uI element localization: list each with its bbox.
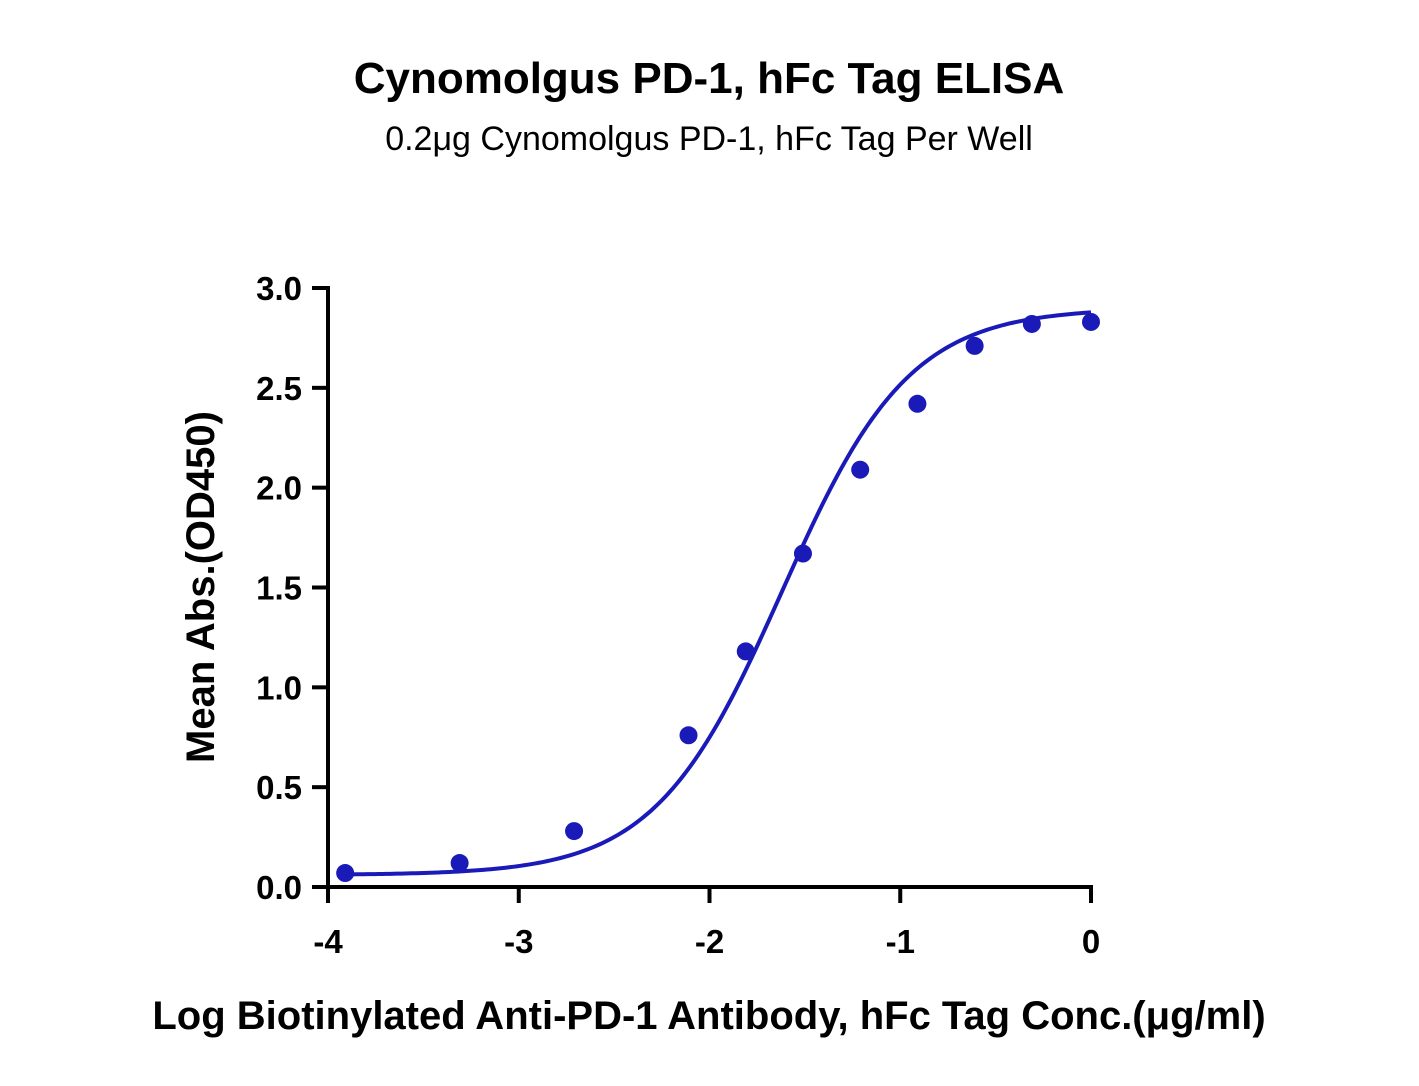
y-tick-label: 2.5 bbox=[256, 370, 302, 407]
x-axis-label: Log Biotinylated Anti-PD-1 Antibody, hFc… bbox=[152, 994, 1265, 1038]
data-point bbox=[908, 394, 927, 413]
x-tick-label: -4 bbox=[313, 923, 343, 960]
x-tick-label: 0 bbox=[1082, 923, 1100, 960]
y-tick-label: 1.5 bbox=[256, 570, 302, 607]
chart-subtitle: 0.2μg Cynomolgus PD-1, hFc Tag Per Well bbox=[385, 120, 1033, 158]
y-axis-label: Mean Abs.(OD450) bbox=[179, 411, 223, 763]
y-tick-label: 0.5 bbox=[256, 769, 302, 806]
chart-title: Cynomolgus PD-1, hFc Tag ELISA bbox=[354, 54, 1065, 103]
y-tick-label: 1.0 bbox=[256, 669, 302, 706]
x-tick-label: -1 bbox=[886, 923, 915, 960]
data-point bbox=[851, 460, 870, 479]
data-point bbox=[679, 726, 698, 745]
x-axis: -4 -3 -2 -1 0 bbox=[313, 885, 1100, 960]
x-tick-label: -3 bbox=[504, 923, 533, 960]
data-point bbox=[965, 336, 984, 355]
data-point bbox=[736, 642, 755, 661]
y-tick-label: 3.0 bbox=[256, 270, 302, 307]
x-tick-label: -2 bbox=[695, 923, 724, 960]
data-point bbox=[336, 864, 355, 883]
data-point bbox=[565, 822, 584, 841]
fit-curve bbox=[345, 310, 1092, 877]
y-tick-label: 0.0 bbox=[256, 869, 302, 906]
data-point bbox=[1082, 312, 1100, 331]
y-axis: 0.0 0.5 1.0 1.5 2.0 2.5 3.0 bbox=[256, 270, 330, 906]
data-point bbox=[450, 854, 469, 873]
data-point bbox=[793, 544, 812, 563]
data-point bbox=[1022, 314, 1041, 333]
data-points bbox=[336, 312, 1100, 883]
y-tick-label: 2.0 bbox=[256, 470, 302, 507]
